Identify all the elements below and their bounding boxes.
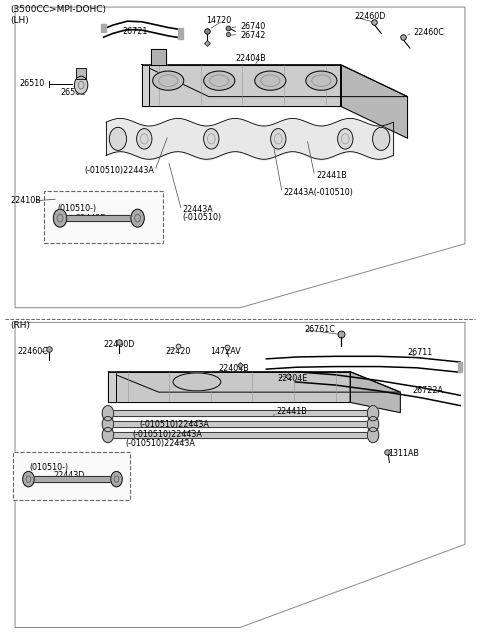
Ellipse shape (173, 373, 221, 391)
FancyBboxPatch shape (44, 190, 163, 243)
Text: (-010510)22443A: (-010510)22443A (84, 166, 155, 176)
Circle shape (102, 417, 114, 432)
Circle shape (337, 129, 353, 149)
Circle shape (102, 406, 114, 421)
Circle shape (204, 129, 219, 149)
Circle shape (111, 471, 122, 487)
Text: 22420: 22420 (166, 347, 191, 356)
Text: 22460D: 22460D (104, 340, 135, 349)
Text: 22443D: 22443D (75, 213, 106, 222)
Text: (-010510)22443A: (-010510)22443A (140, 420, 209, 429)
Text: 22460D: 22460D (355, 12, 386, 21)
Text: 22404B: 22404B (218, 364, 249, 373)
Circle shape (271, 129, 286, 149)
Polygon shape (152, 49, 166, 65)
Text: 1472AV: 1472AV (210, 347, 241, 356)
Polygon shape (108, 372, 400, 392)
Circle shape (102, 428, 114, 443)
Text: 26721: 26721 (123, 27, 148, 36)
Text: 14720: 14720 (206, 16, 232, 25)
Circle shape (367, 428, 379, 443)
Polygon shape (142, 65, 340, 106)
Polygon shape (142, 65, 408, 97)
Text: 22441B: 22441B (317, 171, 348, 181)
Text: 26761C: 26761C (305, 325, 336, 334)
Text: 26711: 26711 (408, 348, 433, 357)
Text: 22410B: 22410B (10, 196, 41, 205)
Text: 22460C: 22460C (413, 28, 444, 37)
Polygon shape (101, 24, 106, 32)
Polygon shape (178, 28, 182, 39)
Text: 22441B: 22441B (276, 407, 307, 416)
Text: (-010510): (-010510) (182, 213, 222, 222)
Text: 22443D: 22443D (53, 471, 84, 480)
Circle shape (74, 76, 88, 94)
Text: 22460C: 22460C (17, 347, 48, 356)
Text: 22443A(-010510): 22443A(-010510) (283, 188, 353, 197)
Polygon shape (108, 372, 116, 403)
Polygon shape (340, 65, 408, 138)
Polygon shape (350, 372, 400, 413)
Circle shape (23, 471, 34, 487)
Text: 26510: 26510 (20, 79, 45, 88)
Text: (-010510)22443A: (-010510)22443A (125, 440, 195, 449)
Text: 22443A: 22443A (182, 205, 213, 214)
Text: (RH): (RH) (10, 321, 30, 330)
Ellipse shape (306, 71, 337, 90)
Circle shape (372, 128, 390, 151)
Ellipse shape (255, 71, 286, 90)
Text: (3500CC>MPI-DOHC)
(LH): (3500CC>MPI-DOHC) (LH) (10, 5, 106, 25)
Text: 26742: 26742 (240, 31, 265, 40)
Polygon shape (108, 372, 350, 403)
Circle shape (131, 209, 144, 227)
Text: (010510-): (010510-) (57, 204, 96, 213)
Text: 26722A: 26722A (412, 387, 444, 395)
Circle shape (53, 209, 67, 227)
Circle shape (367, 417, 379, 432)
Bar (76, 68, 86, 79)
Ellipse shape (153, 71, 184, 90)
Text: 22404E: 22404E (277, 374, 308, 383)
Text: (010510-): (010510-) (29, 463, 69, 472)
Text: 1311AB: 1311AB (388, 449, 420, 458)
Text: 26502: 26502 (60, 88, 86, 97)
Text: 22404B: 22404B (235, 54, 266, 63)
Circle shape (367, 406, 379, 421)
Polygon shape (142, 65, 149, 106)
Ellipse shape (204, 71, 235, 90)
Circle shape (137, 129, 152, 149)
Polygon shape (458, 362, 462, 372)
FancyBboxPatch shape (12, 452, 130, 499)
Text: (-010510)22443A: (-010510)22443A (132, 430, 202, 439)
Circle shape (109, 128, 127, 151)
Text: 26740: 26740 (240, 22, 265, 31)
